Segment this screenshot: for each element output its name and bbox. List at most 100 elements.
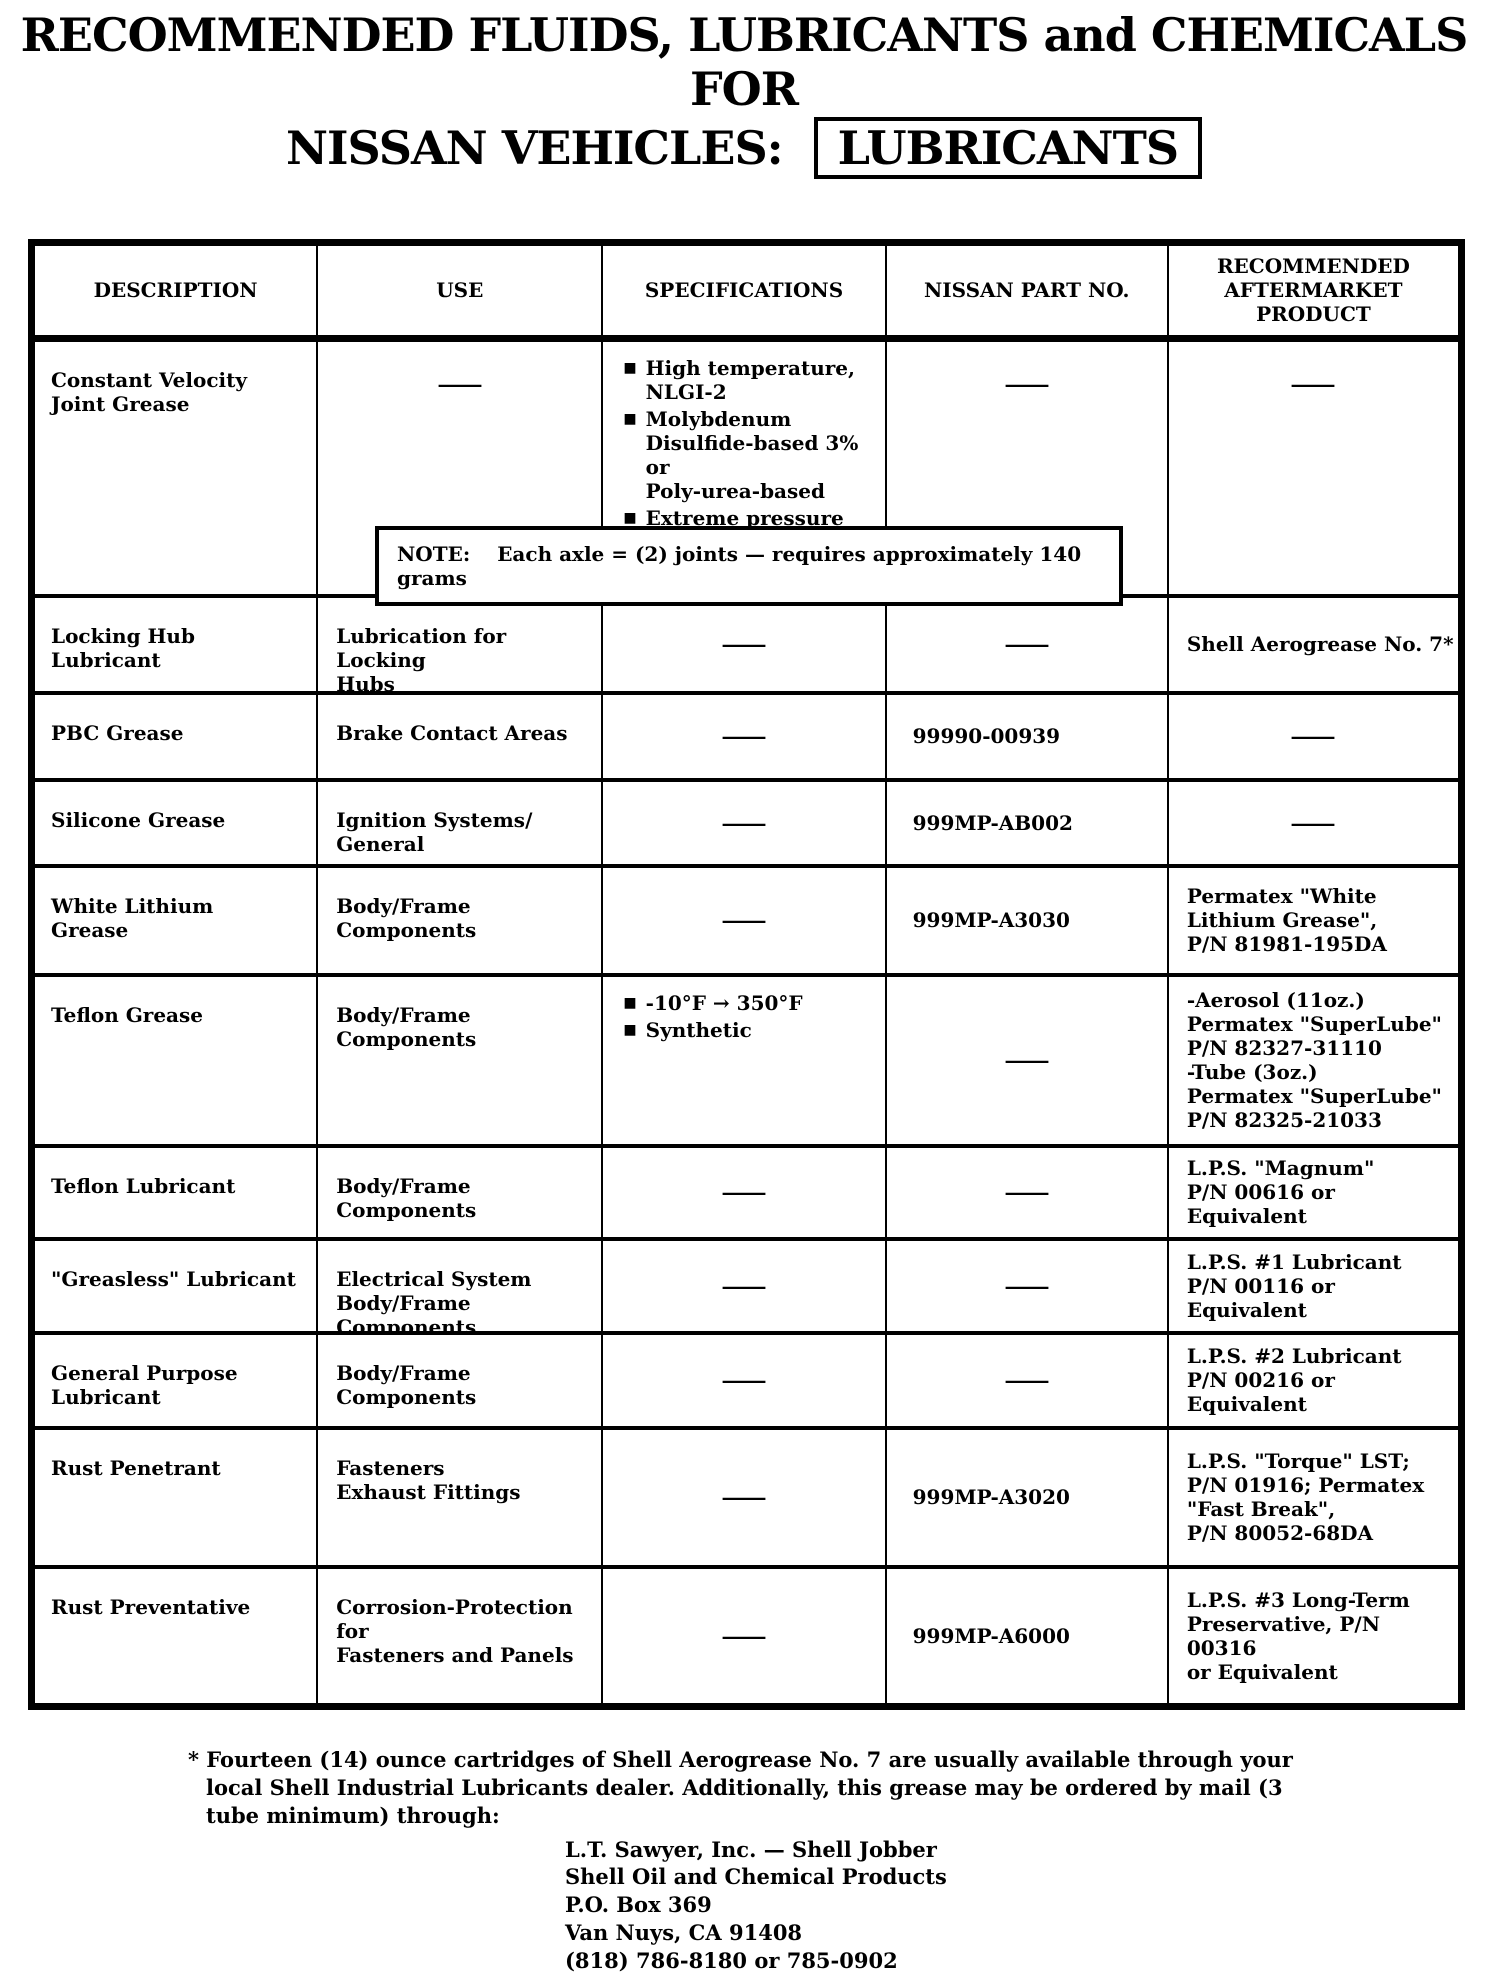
column-header-label: NISSAN PART NO.	[923, 278, 1130, 303]
cell-text-line: Body/Frame Components	[336, 893, 477, 942]
cell-text-line: Lubricant	[51, 1384, 161, 1409]
aftermarket-line: L.P.S. "Magnum"	[1186, 1156, 1375, 1181]
footnote: * Fourteen (14) ounce cartridges of Shel…	[188, 1746, 1338, 1830]
cell-text-line: General	[336, 831, 425, 856]
aftermarket-cell: Shell Aerogrease No. 7*	[1168, 598, 1458, 695]
cell-text-line: Rust Preventative	[51, 1594, 251, 1619]
cell-text-line: White Lithium	[51, 893, 214, 918]
dash-cell: —	[603, 597, 887, 695]
cell-text-line: High temperature,	[645, 355, 855, 380]
address-block: L.T. Sawyer, Inc. — Shell Jobber Shell O…	[565, 1836, 1488, 1975]
description-cell: Rust Preventative	[35, 1568, 319, 1703]
aftermarket-line: Preservative, P/N 00316	[1186, 1611, 1380, 1660]
cell-text-line: Synthetic	[645, 1017, 752, 1042]
footnote-text: Fourteen (14) ounce cartridges of Shell …	[206, 1746, 1293, 1828]
aftermarket-line: L.P.S. #1 Lubricant	[1186, 1249, 1402, 1274]
bullet-square-icon: ■	[623, 1021, 637, 1038]
address-line: (818) 786-8180 or 785-0902	[565, 1948, 898, 1974]
aftermarket-line: Lithium Grease",	[1186, 908, 1378, 933]
description-cell: Constant Velocity Joint Grease	[35, 341, 319, 598]
spec-bullet-text: High temperature, NLGI-2	[646, 356, 855, 404]
use-cell: Corrosion-Protection for Fasteners and Pa…	[318, 1568, 604, 1703]
dash-placeholder: —	[1002, 1273, 1051, 1298]
dash-placeholder: —	[720, 1623, 768, 1648]
aftermarket-line: Permatex "SuperLube"	[1186, 1012, 1442, 1037]
address-line: P.O. Box 369	[565, 1892, 712, 1918]
column-header-label: SPECIFICATIONS	[644, 278, 844, 303]
cell-text-line: Corrosion-Protection for	[336, 1594, 573, 1643]
cell-text-line: Body/Frame Components	[336, 1360, 477, 1409]
dash-placeholder: —	[1002, 1368, 1051, 1393]
dash-placeholder: —	[720, 724, 768, 749]
column-header-label: RECOMMENDED AFTERMARKET PRODUCT	[1216, 254, 1410, 327]
dash-placeholder: —	[1002, 1180, 1051, 1205]
aftermarket-line: L.P.S. "Torque" LST;	[1186, 1449, 1410, 1474]
aftermarket-line: "Fast Break",	[1186, 1497, 1336, 1522]
aftermarket-line: P/N 00216 or Equivalent	[1186, 1368, 1335, 1417]
part-number: 999MP-A3020	[912, 1485, 1070, 1510]
aftermarket-line: P/N 81981-195DA	[1186, 932, 1387, 957]
spec-bullet-text: Synthetic	[646, 1018, 752, 1042]
lubricants-table: NOTE: Each axle = (2) joints — requires …	[28, 238, 1465, 1710]
aftermarket-line: P/N 82327-31110	[1186, 1036, 1382, 1061]
aftermarket-cell: L.P.S. "Magnum" P/N 00616 or Equivalent	[1168, 1148, 1458, 1241]
dash-cell: —	[886, 597, 1169, 695]
cell-text-line: Electrical System	[336, 1266, 532, 1291]
part-number-cell: 999MP-A3030	[886, 867, 1169, 977]
part-number-cell: 99990-00939	[886, 694, 1169, 782]
use-cell: Brake Contact Areas	[318, 694, 604, 782]
dash-cell: —	[886, 1334, 1169, 1430]
cell-text-line: Teflon Grease	[51, 1002, 203, 1027]
cell-text-line: Brake Contact Areas	[336, 720, 568, 745]
cell-text-line: Locking Hub	[51, 623, 195, 648]
column-header: NISSAN PART NO.	[886, 245, 1169, 342]
cell-text-line: Fasteners	[336, 1455, 445, 1480]
description-cell: Teflon Grease	[35, 976, 319, 1148]
aftermarket-line: P/N 00116 or Equivalent	[1186, 1273, 1335, 1322]
dash-cell: —	[886, 1240, 1169, 1335]
dash-placeholder: —	[720, 810, 768, 835]
dash-cell: —	[603, 694, 887, 782]
footnote-asterisk: *	[188, 1746, 199, 1772]
dash-placeholder: —	[435, 371, 484, 396]
use-cell: Lubrication for Locking Hubs	[318, 597, 604, 695]
cell-text-line: Body/Frame Components	[336, 1173, 477, 1222]
cell-text-line: Fasteners and Panels	[336, 1642, 574, 1667]
dash-placeholder: —	[1289, 810, 1338, 835]
use-cell: Body/Frame Components	[318, 1147, 604, 1241]
cell-text-line: Constant Velocity	[51, 367, 247, 392]
description-cell: Rust Penetrant	[35, 1429, 319, 1569]
dash-cell: —	[603, 1568, 887, 1703]
cell-text-line: Lubrication for Locking	[336, 623, 507, 672]
aftermarket-line: P/N 80052-68DA	[1186, 1521, 1374, 1546]
dash-placeholder: —	[1002, 1048, 1051, 1073]
part-number-cell: 999MP-A3020	[886, 1429, 1169, 1569]
part-number-cell: 999MP-A6000	[887, 1568, 1169, 1703]
address-line: Shell Oil and Chemical Products	[565, 1864, 947, 1890]
cell-text-line: "Greasless" Lubricant	[51, 1266, 296, 1291]
cell-text-line: NLGI-2	[645, 379, 727, 404]
cell-text-line: Rust Penetrant	[51, 1455, 221, 1480]
column-header: SPECIFICATIONS	[603, 245, 887, 342]
title-lubricants-box: LUBRICANTS	[813, 116, 1203, 179]
cell-text-line: Lubricant	[51, 647, 161, 672]
spec-bullet-text: -10°F → 350°F	[646, 991, 803, 1015]
aftermarket-line: -Aerosol (11oz.)	[1186, 988, 1365, 1013]
aftermarket-cell: L.P.S. #3 Long-Term Preservative, P/N 003…	[1169, 1569, 1458, 1703]
bullet-square-icon: ■	[623, 994, 637, 1011]
bullet-square-icon: ■	[623, 410, 637, 427]
aftermarket-line: Shell Aerogrease No. 7*	[1186, 632, 1454, 657]
part-number: 999MP-A6000	[912, 1623, 1070, 1648]
dash-cell: —	[603, 867, 887, 977]
aftermarket-line: -Tube (3oz.)	[1186, 1060, 1318, 1085]
aftermarket-line: L.P.S. #2 Lubricant	[1186, 1344, 1402, 1369]
cell-text-line: Poly-urea-based	[645, 478, 825, 503]
dash-placeholder: —	[720, 1273, 768, 1298]
description-cell: Locking Hub Lubricant	[35, 597, 319, 695]
cell-text-line: Body/Frame Components	[336, 1290, 477, 1335]
dash-placeholder: —	[1289, 724, 1338, 749]
use-cell: Electrical System Body/Frame Components	[318, 1240, 604, 1335]
use-cell: Fasteners Exhaust Fittings	[318, 1429, 604, 1569]
part-number-cell: 999MP-AB002	[886, 781, 1169, 868]
aftermarket-line: Permatex "SuperLube"	[1186, 1084, 1442, 1109]
